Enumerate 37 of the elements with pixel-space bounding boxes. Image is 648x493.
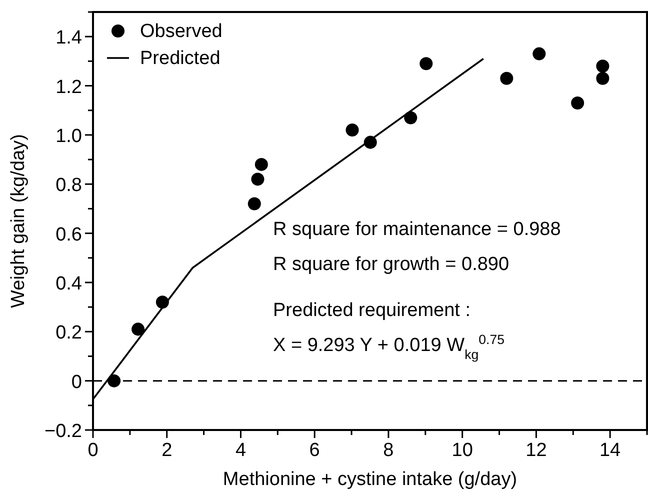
x-tick-label: 8 (383, 440, 394, 461)
x-tick-label: 2 (162, 440, 172, 461)
x-tick-label: 6 (309, 440, 320, 461)
x-tick-label: 0 (88, 440, 98, 461)
point (596, 72, 610, 85)
point (571, 96, 584, 110)
point (132, 322, 145, 336)
y-tick-label: 1.0 (56, 126, 82, 147)
y-tick-label: −0.2 (44, 421, 82, 442)
legend-label: Predicted (140, 48, 220, 69)
y-tick-label: 0.4 (56, 273, 82, 294)
y-tick-label: 0.2 (56, 322, 82, 344)
point (254, 158, 268, 171)
annotation: R square for growth = 0.890 (273, 254, 510, 275)
point (420, 57, 433, 70)
x-tick-label: 14 (599, 440, 622, 461)
y-tick-label: 0.6 (56, 224, 82, 246)
x-tick-label: 10 (452, 440, 473, 461)
point (596, 60, 610, 73)
point (500, 72, 514, 85)
point (248, 197, 261, 210)
point (108, 374, 121, 388)
x-tick-label: 12 (526, 440, 547, 461)
legend-label: Observed (140, 21, 222, 42)
y-tick-label: 1.2 (56, 76, 82, 98)
y-axis-title: Weight gain (kg/day) (8, 134, 29, 308)
y-tick-label: 0 (71, 372, 82, 393)
y-tick-label: 1.4 (56, 28, 82, 49)
point (532, 47, 546, 60)
annotation: Predicted requirement : (273, 300, 470, 321)
x-axis-title: Methionine + cystine intake (g/day) (222, 469, 518, 490)
point (251, 172, 264, 186)
x-tick-label: 4 (235, 440, 246, 461)
point (346, 124, 359, 137)
y-tick-label: 0.8 (56, 175, 82, 196)
annotation: R square for maintenance = 0.988 (273, 219, 561, 240)
point (404, 111, 418, 124)
